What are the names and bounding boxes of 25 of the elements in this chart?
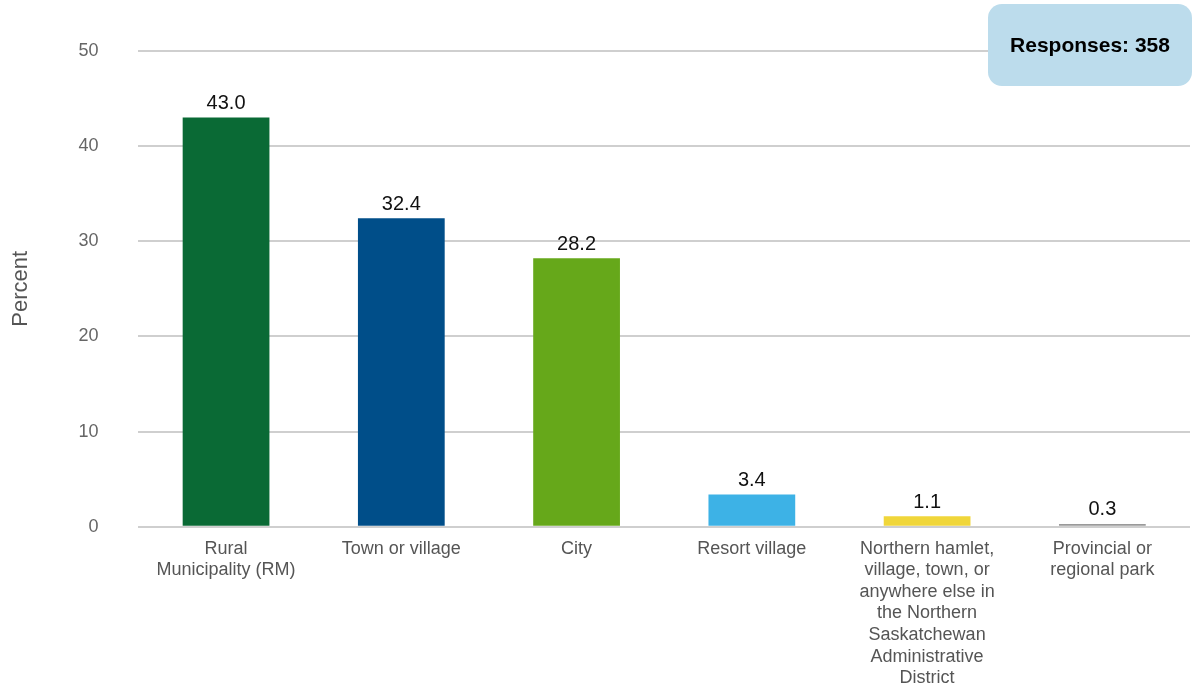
bar xyxy=(533,258,620,526)
y-tick-label: 20 xyxy=(78,325,99,346)
y-axis-title: Percent xyxy=(7,250,33,327)
bar xyxy=(357,218,445,526)
data-label: 32.4 xyxy=(381,191,421,214)
callout-box: Responses: 358 xyxy=(988,4,1192,86)
y-tick-label: 10 xyxy=(78,420,99,441)
y-tick-label: 0 xyxy=(88,515,99,536)
x-tick-label: Town or village xyxy=(341,537,461,558)
y-tick-label: 50 xyxy=(78,39,99,60)
data-label: 1.1 xyxy=(913,489,942,512)
y-tick-label: 30 xyxy=(78,230,99,251)
data-label: 28.2 xyxy=(557,231,597,254)
data-label: 3.4 xyxy=(737,467,766,490)
x-tick-label: Northern hamlet, village, town, or anywhere else in the Northern Saskatchewan Administrative District xyxy=(859,537,995,688)
bar xyxy=(708,494,796,526)
data-label: 0.3 xyxy=(1088,497,1117,520)
x-tick-label: Resort village xyxy=(697,537,807,558)
x-tick-label: Provincial or regional park xyxy=(1050,537,1156,580)
x-tick-label: City xyxy=(561,537,593,558)
x-tick-label: Rural Municipality (RM) xyxy=(156,537,296,580)
bar xyxy=(883,516,971,526)
data-label: 43.0 xyxy=(206,90,246,113)
y-tick-label: 40 xyxy=(78,134,99,155)
bar xyxy=(182,117,270,526)
